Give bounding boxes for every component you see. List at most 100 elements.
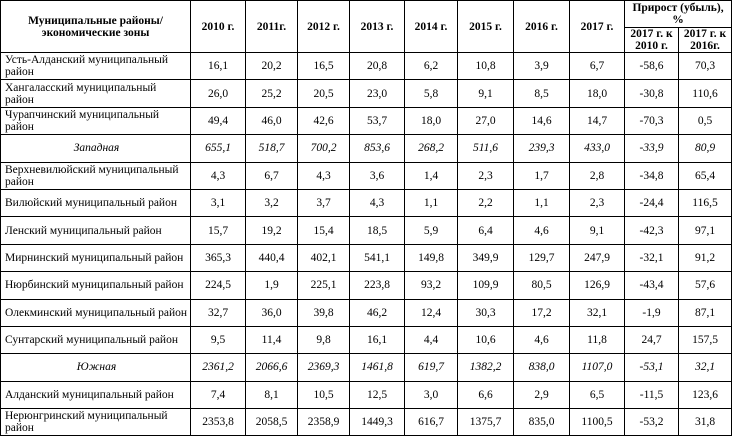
table-cell: 2369,3: [297, 353, 350, 382]
table-cell: 93,2: [404, 271, 458, 300]
table-cell: -58,6: [624, 51, 679, 81]
table-row: Олекминский муниципальный район 32,7 36,0 3…: [0, 298, 732, 327]
table-cell: 3,7: [297, 188, 350, 218]
table-cell: 3,9: [513, 51, 570, 81]
table-cell: 16,5: [297, 51, 350, 81]
header-year-2016: 2016 г.: [513, 0, 570, 53]
table-cell: 12,4: [404, 298, 458, 327]
table-cell: 6,4: [457, 216, 514, 245]
district-name: Олекминский муниципальный район: [0, 298, 191, 327]
header-year-2015: 2015 г.: [457, 0, 514, 53]
table-cell: 15,4: [297, 216, 350, 245]
table-cell: 541,1: [349, 243, 405, 273]
table-cell: -42,3: [624, 216, 679, 245]
table-cell: 6,7: [245, 161, 298, 190]
table-cell: -53,1: [624, 353, 679, 382]
table-cell: 46,0: [245, 106, 298, 136]
table-cell: -70,3: [624, 106, 679, 136]
table-cell: -24,4: [624, 188, 679, 218]
table-cell: 17,2: [513, 298, 570, 327]
table-cell: 223,8: [349, 271, 405, 300]
district-name: Алданский муниципальный район: [0, 380, 191, 410]
table-cell: 6,7: [569, 51, 625, 81]
table-cell: 20,8: [349, 51, 405, 81]
table-cell: -53,2: [624, 408, 679, 436]
table-cell: 1375,7: [457, 408, 514, 436]
table-cell: 26,0: [190, 79, 246, 108]
table-cell: 32,1: [569, 298, 625, 327]
header-year-2012: 2012 г.: [297, 0, 350, 53]
header-year-2010: 2010 г.: [190, 0, 246, 53]
table-cell: 129,7: [513, 243, 570, 273]
table-cell: 157,5: [677, 325, 732, 355]
table-cell: 18,0: [569, 79, 625, 108]
table-cell: 1,9: [245, 271, 298, 300]
table-cell: 97,1: [677, 216, 732, 245]
table-row: Нюрбинский муниципальный район 224,5 1,9 22…: [0, 271, 732, 300]
table-cell: 18,5: [349, 216, 405, 245]
table-cell: 31,8: [677, 408, 732, 436]
table-cell: 57,6: [677, 271, 732, 300]
table-cell: 853,6: [349, 134, 405, 163]
table-cell: 14,6: [513, 106, 570, 136]
table-cell: 11,4: [245, 325, 298, 355]
zone-name: Западная: [0, 134, 191, 163]
table-cell: 32,7: [190, 298, 246, 327]
district-name: Вилюйский муниципальный район: [0, 188, 191, 218]
table-cell: 36,0: [245, 298, 298, 327]
table-cell: 1107,0: [569, 353, 625, 382]
table-cell: -33,9: [624, 134, 679, 163]
table-cell: 1,1: [513, 188, 570, 218]
table-cell: -34,8: [624, 161, 679, 190]
table-body: Усть-Алданский муниципальный район 16,1 20…: [0, 51, 732, 436]
table-cell: 15,7: [190, 216, 246, 245]
table-row: Чурапчинский муниципальный район 49,4 46,0…: [0, 106, 732, 136]
table-cell: 2,3: [457, 161, 514, 190]
table-cell: 2066,6: [245, 353, 298, 382]
table-cell: 3,2: [245, 188, 298, 218]
district-name: Верхневилюйский муниципальный район: [0, 161, 191, 190]
table-cell: 1,7: [513, 161, 570, 190]
table-cell: 3,0: [404, 380, 458, 410]
table-cell: 700,2: [297, 134, 350, 163]
table-cell: 225,1: [297, 271, 350, 300]
table-cell: 53,7: [349, 106, 405, 136]
table-row: Усть-Алданский муниципальный район 16,1 20…: [0, 51, 732, 81]
table-cell: 70,3: [677, 51, 732, 81]
table-cell: 123,6: [677, 380, 732, 410]
table-cell: 126,9: [569, 271, 625, 300]
table-cell: 4,3: [349, 188, 405, 218]
table-cell: 3,6: [349, 161, 405, 190]
table-cell: 80,5: [513, 271, 570, 300]
table-row: Алданский муниципальный район 7,4 8,1 10,5 1…: [0, 380, 732, 410]
header-name-column: Муниципальные районы/ экономические зоны: [0, 0, 191, 53]
table-cell: 2058,5: [245, 408, 298, 436]
table-cell: 8,1: [245, 380, 298, 410]
table-cell: 8,5: [513, 79, 570, 108]
table-cell: 224,5: [190, 271, 246, 300]
table-cell: 9,1: [569, 216, 625, 245]
table-cell: 440,4: [245, 243, 298, 273]
table-cell: 16,1: [349, 325, 405, 355]
table-cell: 4,6: [513, 216, 570, 245]
table-cell: 349,9: [457, 243, 514, 273]
table-cell: 1461,8: [349, 353, 405, 382]
table-cell: -11,5: [624, 380, 679, 410]
zone-name: Южная: [0, 353, 191, 382]
header-year-2017: 2017 г.: [569, 0, 625, 53]
table-cell: 5,9: [404, 216, 458, 245]
table-cell: 42,6: [297, 106, 350, 136]
table-cell: 835,0: [513, 408, 570, 436]
table-cell: 65,4: [677, 161, 732, 190]
table-cell: 4,4: [404, 325, 458, 355]
table-cell: 11,8: [569, 325, 625, 355]
table-cell: 7,4: [190, 380, 246, 410]
table-cell: 1,4: [404, 161, 458, 190]
header-growth: Прирост (убыль), %: [623, 0, 732, 28]
table-cell: 149,8: [404, 243, 458, 273]
table-cell: 268,2: [404, 134, 458, 163]
table-row: Нерюнгринский муниципальный район 2353,8 2…: [0, 408, 732, 436]
table-cell: 9,1: [457, 79, 514, 108]
table-cell: 6,5: [569, 380, 625, 410]
